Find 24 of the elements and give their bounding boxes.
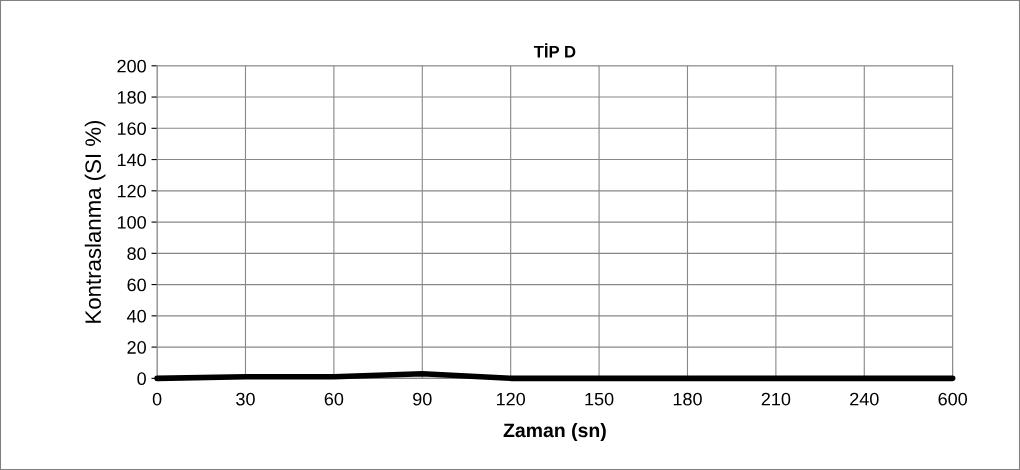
y-tick-label: 60 [127,278,146,292]
y-tick-label: 80 [127,247,146,261]
y-tick-label: 0 [137,372,146,386]
y-axis-title: Kontraslanma (SI %) [84,120,106,323]
x-tick-label: 60 [324,392,344,406]
x-tick-label: 90 [413,392,432,406]
x-tick-label: 0 [152,392,162,406]
y-tick-label: 160 [117,122,146,136]
x-tick-label: 240 [850,392,879,406]
x-tick-label: 210 [761,392,791,406]
y-tick-label: 120 [117,184,146,198]
y-tick-label: 200 [117,59,146,73]
y-tick-label: 180 [117,90,146,104]
x-tick-label: 180 [673,392,702,406]
x-tick-label: 150 [585,392,614,406]
x-tick-label: 30 [236,392,255,406]
x-tick-label: 120 [497,392,526,406]
y-tick-label: 20 [127,341,146,354]
y-tick-label: 140 [117,153,146,167]
x-tick-label: 600 [938,392,968,406]
x-axis-title: Zaman (sn) [503,422,606,442]
chart-title: TİP D [533,43,576,58]
y-tick-label: 100 [117,216,146,229]
y-tick-label: 40 [127,309,146,323]
